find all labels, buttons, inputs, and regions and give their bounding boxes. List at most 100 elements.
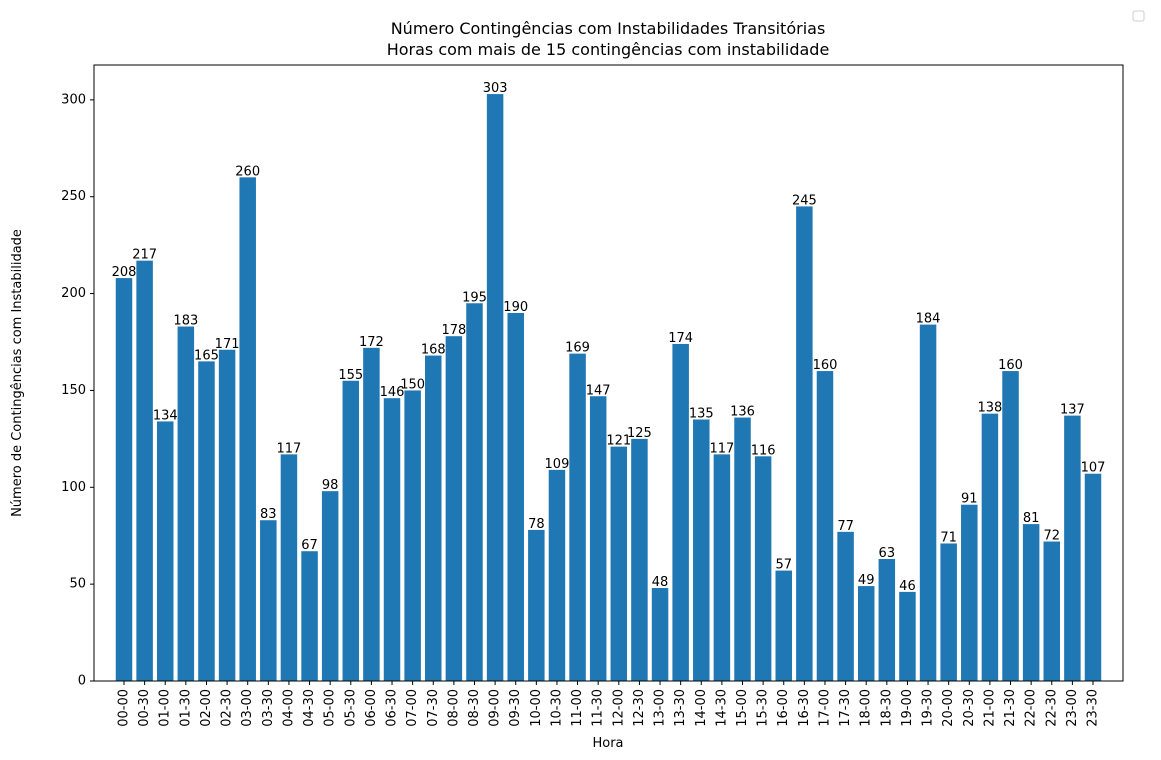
x-tick-label: 13-30 <box>673 689 688 727</box>
x-tick-label: 18-30 <box>879 689 894 727</box>
x-tick-label: 23-30 <box>1086 689 1101 727</box>
bar-09-30 <box>507 312 524 681</box>
bar-05-30 <box>342 380 360 681</box>
bar-16-00 <box>775 570 792 681</box>
bar-value-label: 91 <box>961 492 978 507</box>
bar-value-label: 67 <box>301 538 318 553</box>
bar-07-00 <box>404 390 421 681</box>
bar-value-label: 178 <box>441 323 466 338</box>
bar-value-label: 81 <box>1023 511 1040 526</box>
bar-value-label: 136 <box>730 405 755 420</box>
bar-20-00 <box>940 543 957 681</box>
bar-12-30 <box>631 438 648 681</box>
bar-value-label: 169 <box>565 341 590 356</box>
value-labels-group: 2082171341831651712608311767981551721461… <box>112 81 1106 594</box>
bar-value-label: 71 <box>940 530 957 545</box>
bar-value-label: 245 <box>792 193 817 208</box>
bar-value-label: 116 <box>751 443 776 458</box>
y-tick-label: 150 <box>61 383 86 398</box>
bar-05-00 <box>321 491 339 681</box>
x-tick-label: 00-30 <box>137 689 152 727</box>
y-tick-label: 250 <box>61 189 86 204</box>
x-tick-label: 09-30 <box>508 689 523 727</box>
x-tick-label: 01-30 <box>178 689 193 727</box>
x-tick-label: 23-00 <box>1065 689 1080 727</box>
x-tick-label: 22-30 <box>1044 689 1059 727</box>
bar-value-label: 72 <box>1043 529 1060 544</box>
y-tick-label: 300 <box>61 92 86 107</box>
bar-value-label: 121 <box>606 434 631 449</box>
x-tick-label: 16-00 <box>776 689 791 727</box>
bar-value-label: 107 <box>1081 461 1106 476</box>
bar-20-30 <box>961 504 978 681</box>
bar-value-label: 109 <box>545 457 570 472</box>
bar-14-00 <box>693 419 710 681</box>
bar-value-label: 217 <box>132 248 157 263</box>
y-tick-label: 100 <box>61 480 86 495</box>
bar-03-00 <box>239 177 256 681</box>
bar-00-30 <box>136 260 153 681</box>
x-axis: 00-00 00-30 01-00 01-30 02-00 02-30 03-00 03-30… <box>117 681 1101 727</box>
bars-group <box>115 94 1102 681</box>
x-tick-label: 19-00 <box>900 689 915 727</box>
bar-value-label: 174 <box>668 331 693 346</box>
bar-01-00 <box>156 421 174 681</box>
bar-02-30 <box>218 349 236 681</box>
x-tick-label: 10-30 <box>549 689 564 727</box>
x-tick-label: 13-00 <box>653 689 668 727</box>
bar-15-30 <box>754 456 772 681</box>
x-tick-label: 05-00 <box>323 689 338 727</box>
bar-17-00 <box>816 371 834 681</box>
chart-title: Número Contingências com Instabilidades … <box>391 19 826 38</box>
bar-10-30 <box>548 469 566 681</box>
bar-11-00 <box>569 353 586 681</box>
bar-12-00 <box>610 446 628 681</box>
x-tick-label: 19-30 <box>921 689 936 727</box>
x-tick-label: 07-00 <box>405 689 420 727</box>
bar-03-30 <box>260 520 277 681</box>
bar-11-30 <box>589 396 607 681</box>
bar-value-label: 137 <box>1060 403 1085 418</box>
x-tick-label: 06-00 <box>364 689 379 727</box>
bar-value-label: 63 <box>879 546 896 561</box>
x-tick-label: 15-00 <box>735 689 750 727</box>
x-tick-label: 21-30 <box>1003 689 1018 727</box>
x-tick-label: 18-00 <box>859 689 874 727</box>
bar-08-00 <box>445 336 463 681</box>
bar-value-label: 98 <box>322 478 339 493</box>
bar-02-00 <box>198 361 215 681</box>
bar-value-label: 150 <box>400 377 425 392</box>
bar-00-00 <box>115 278 133 681</box>
bar-17-30 <box>837 531 854 681</box>
x-tick-label: 06-30 <box>385 689 400 727</box>
x-tick-label: 12-00 <box>611 689 626 727</box>
bar-19-30 <box>919 324 937 681</box>
x-tick-label: 02-30 <box>220 689 235 727</box>
plot-frame <box>93 64 1124 682</box>
bar-14-30 <box>713 454 731 681</box>
bar-value-label: 260 <box>235 164 260 179</box>
x-tick-label: 21-00 <box>982 689 997 727</box>
x-tick-label: 12-30 <box>632 689 647 727</box>
bar-23-00 <box>1064 415 1081 681</box>
bar-value-label: 117 <box>709 441 734 456</box>
bar-value-label: 171 <box>215 337 240 352</box>
x-tick-label: 22-00 <box>1024 689 1039 727</box>
bar-13-00 <box>651 588 669 681</box>
bar-value-label: 172 <box>359 335 384 350</box>
bar-value-label: 303 <box>483 81 508 96</box>
bar-10-00 <box>528 529 545 681</box>
y-tick-label: 0 <box>78 674 86 689</box>
x-tick-label: 16-30 <box>797 689 812 727</box>
x-tick-label: 01-00 <box>158 689 173 727</box>
x-tick-label: 04-00 <box>281 689 296 727</box>
bar-value-label: 48 <box>652 575 669 590</box>
legend-box <box>1132 10 1145 22</box>
x-tick-label: 11-30 <box>591 689 606 727</box>
y-axis-label: Número de Contingências com Instabilidad… <box>10 229 25 517</box>
x-tick-label: 20-30 <box>962 689 977 727</box>
chart-subtitle: Horas com mais de 15 contingências com i… <box>387 40 830 59</box>
x-tick-label: 20-00 <box>941 689 956 727</box>
x-tick-label: 15-30 <box>756 689 771 727</box>
